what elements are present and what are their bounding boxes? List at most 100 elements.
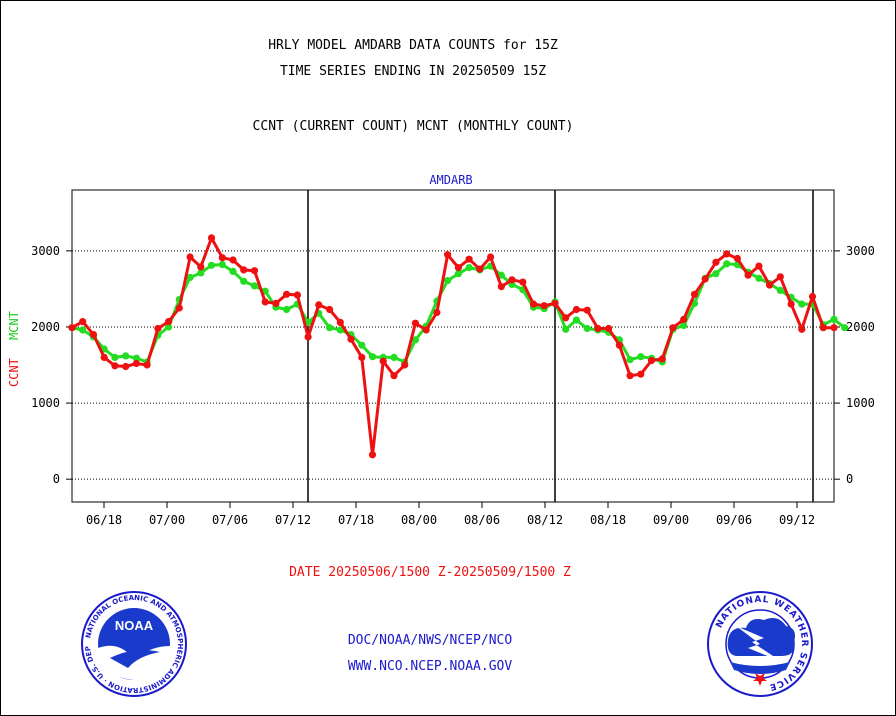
ccnt-point [540, 302, 548, 310]
ccnt-point [186, 253, 194, 261]
ccnt-point [304, 333, 312, 341]
ccnt-point [390, 372, 398, 380]
ccnt-point [465, 255, 473, 263]
mcnt-point [572, 316, 581, 324]
x-tick-label: 06/18 [86, 513, 122, 527]
mcnt-point [712, 270, 720, 278]
mcnt-point [680, 321, 688, 330]
ccnt-point [165, 318, 173, 326]
x-tick-label: 09/12 [779, 513, 815, 527]
ccnt-point [315, 301, 323, 309]
ccnt-point [605, 324, 613, 333]
ccnt-point [240, 266, 248, 274]
ccnt-point [529, 300, 538, 308]
ccnt-point [497, 283, 505, 291]
ccnt-point [733, 254, 742, 263]
x-tick-label: 07/18 [338, 513, 374, 527]
ccnt-point [336, 318, 344, 326]
axis-layer: 0 0 1000 1000 2000 2000 3000 3000 06/18 07/00 07/0… [31, 244, 875, 527]
ccnt-point [272, 299, 280, 307]
mcnt-point [465, 264, 473, 272]
mcnt-point [626, 356, 634, 364]
mcnt-point [336, 326, 344, 334]
y-tick-label-right: 0 [846, 472, 853, 486]
ccnt-point [583, 306, 591, 314]
x-tick-label: 07/06 [212, 513, 248, 527]
ccnt-point [175, 304, 183, 312]
ccnt-point [669, 324, 677, 332]
ccnt-point [100, 353, 108, 361]
mcnt-point [841, 324, 849, 332]
mcnt-point [186, 273, 194, 282]
ccnt-point [68, 324, 76, 332]
x-tick-label: 09/00 [653, 513, 689, 527]
nws-logo: NATIONAL WEATHER SERVICE [707, 591, 813, 697]
mcnt-point [411, 336, 419, 344]
ccnt-point [444, 251, 452, 259]
date-range-label: DATE 20250506/1500 Z-20250509/1500 Z [289, 565, 571, 580]
series-layer [68, 234, 849, 459]
mcnt-point [111, 353, 119, 361]
ccnt-point [508, 276, 516, 284]
ccnt-point [411, 319, 419, 327]
y-tick-label-right: 3000 [846, 244, 875, 258]
mcnt-point [326, 324, 334, 332]
x-tick-label: 08/18 [590, 513, 626, 527]
x-tick-label: 07/12 [275, 513, 311, 527]
ccnt-point [615, 341, 624, 349]
website-link[interactable]: WWW.NCO.NCEP.NOAA.GOV [347, 659, 513, 674]
ccnt-point [358, 353, 366, 361]
mcnt-point [755, 274, 763, 282]
mcnt-point [562, 325, 570, 333]
ccnt-point [283, 290, 291, 298]
ccnt-point [326, 305, 334, 314]
org-line: DOC/NOAA/NWS/NCEP/NCO [347, 633, 513, 648]
mcnt-point [79, 326, 87, 334]
ccnt-point [379, 357, 387, 365]
x-tick-label: 08/12 [527, 513, 563, 527]
ccnt-point [347, 335, 355, 343]
y-tick-label-right: 1000 [846, 396, 875, 410]
ccnt-point [637, 370, 645, 378]
ccnt-point [701, 275, 709, 283]
ccnt-point [218, 254, 226, 262]
mcnt-point [207, 261, 216, 269]
ccnt-point [830, 324, 838, 332]
ccnt-point [658, 355, 666, 363]
mcnt-point [497, 271, 505, 279]
x-tick-label: 08/00 [401, 513, 437, 527]
ccnt-point [454, 264, 462, 272]
ccnt-point [143, 361, 151, 369]
mcnt-point [229, 267, 237, 275]
mcnt-point [723, 260, 731, 268]
mcnt-point [283, 305, 291, 314]
y-tick-label-left: 1000 [31, 396, 60, 410]
ccnt-point [572, 305, 581, 314]
ccnt-point [368, 451, 377, 459]
ccnt-point [293, 291, 301, 299]
x-tick-label: 09/06 [716, 513, 752, 527]
ccnt-point [723, 250, 731, 258]
x-tick-label: 07/00 [149, 513, 185, 527]
mcnt-point [444, 277, 452, 285]
mcnt-point [830, 315, 838, 323]
ccnt-point [808, 292, 817, 301]
mcnt-point [368, 353, 377, 361]
ccnt-point [401, 361, 409, 369]
noaa-logo-text: NOAA [115, 618, 154, 633]
plot-title: AMDARB [429, 173, 472, 187]
mcnt-point [197, 269, 205, 277]
mcnt-point [358, 341, 366, 349]
ylabel-ccnt: CCNT [7, 358, 21, 387]
x-tick-label: 08/06 [464, 513, 500, 527]
y-tick-label-left: 2000 [31, 320, 60, 334]
ccnt-point [89, 331, 98, 339]
mcnt-point [776, 286, 784, 294]
ccnt-point [680, 315, 688, 323]
ccnt-point [562, 314, 570, 322]
ccnt-point [433, 308, 441, 317]
chart-title-line2: TIME SERIES ENDING IN 20250509 15Z [279, 64, 547, 79]
mcnt-point [122, 352, 130, 360]
ccnt-point [422, 326, 430, 334]
